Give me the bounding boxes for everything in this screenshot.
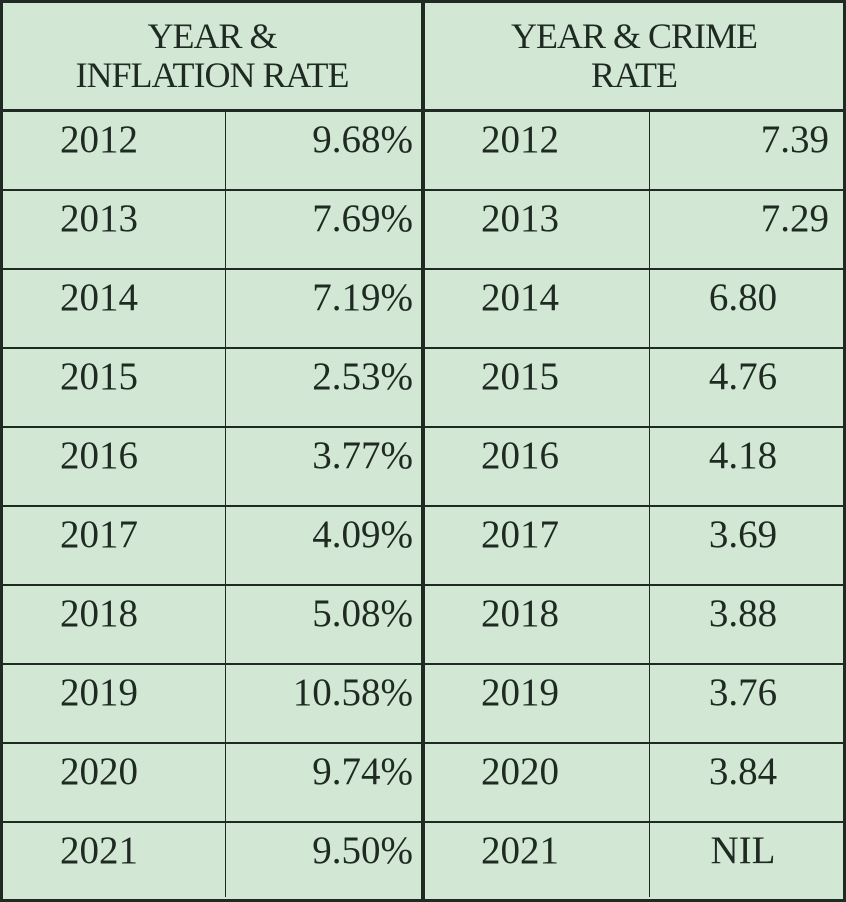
inflation-year: 2013 — [60, 197, 138, 240]
crime-value: 7.29 — [760, 197, 829, 240]
crime-header-line2: RATE — [591, 55, 678, 95]
crime-table-header: YEAR & CRIME RATE — [425, 17, 843, 95]
crime-column-divider — [649, 111, 650, 897]
inflation-year: 2014 — [60, 276, 138, 319]
inflation-year: 2015 — [60, 355, 138, 398]
inflation-year: 2019 — [60, 671, 138, 714]
crime-year: 2014 — [481, 276, 559, 319]
crime-value: 3.84 — [708, 750, 778, 793]
crime-value: 4.76 — [708, 355, 778, 398]
inflation-header-line1: YEAR & — [147, 16, 278, 56]
inflation-value: 7.69% — [312, 197, 413, 240]
header-rule — [3, 109, 843, 112]
crime-value: 3.88 — [708, 592, 778, 635]
inflation-year: 2016 — [60, 434, 138, 477]
row-rule — [3, 505, 843, 507]
inflation-value: 3.77% — [312, 434, 413, 477]
inflation-header-line2: INFLATION RATE — [75, 55, 350, 95]
crime-value: NIL — [710, 829, 776, 872]
inflation-column-divider — [225, 111, 226, 897]
inflation-value: 2.53% — [312, 355, 413, 398]
inflation-value: 4.09% — [312, 513, 413, 556]
inflation-value: 9.74% — [312, 750, 413, 793]
inflation-value: 7.19% — [312, 276, 413, 319]
crime-year: 2013 — [481, 197, 559, 240]
crime-value: 7.39 — [760, 118, 829, 161]
row-rule — [3, 584, 843, 586]
inflation-year: 2017 — [60, 513, 138, 556]
crime-year: 2019 — [481, 671, 559, 714]
crime-value: 6.80 — [708, 276, 778, 319]
inflation-value: 9.50% — [312, 829, 413, 872]
crime-year: 2018 — [481, 592, 559, 635]
crime-year: 2021 — [481, 829, 559, 872]
row-rule — [3, 268, 843, 270]
table-divider — [421, 3, 425, 899]
inflation-year: 2018 — [60, 592, 138, 635]
row-rule — [3, 189, 843, 191]
inflation-table-header: YEAR & INFLATION RATE — [3, 17, 421, 95]
crime-header-line1: YEAR & CRIME — [510, 16, 758, 56]
inflation-year: 2012 — [60, 118, 138, 161]
row-rule — [3, 821, 843, 823]
row-rule — [3, 347, 843, 349]
crime-year: 2017 — [481, 513, 559, 556]
inflation-year: 2021 — [60, 829, 138, 872]
inflation-value: 10.58% — [292, 671, 413, 714]
inflation-year: 2020 — [60, 750, 138, 793]
crime-value: 4.18 — [708, 434, 778, 477]
crime-year: 2020 — [481, 750, 559, 793]
crime-value: 3.76 — [708, 671, 778, 714]
inflation-value: 9.68% — [312, 118, 413, 161]
inflation-value: 5.08% — [312, 592, 413, 635]
crime-year: 2016 — [481, 434, 559, 477]
row-rule — [3, 663, 843, 665]
row-rule — [3, 742, 843, 744]
crime-year: 2015 — [481, 355, 559, 398]
row-rule — [3, 426, 843, 428]
crime-year: 2012 — [481, 118, 559, 161]
crime-value: 3.69 — [708, 513, 778, 556]
